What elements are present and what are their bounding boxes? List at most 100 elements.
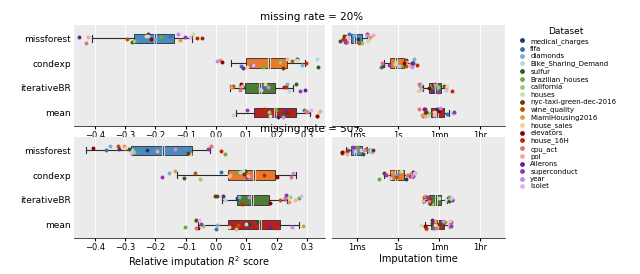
Point — [266, 225, 276, 229]
Point — [337, 150, 348, 154]
Point — [220, 198, 230, 202]
Point — [285, 175, 296, 179]
Point — [387, 170, 397, 174]
Point — [444, 199, 454, 204]
Bar — [429, 195, 441, 205]
Point — [235, 88, 245, 92]
Point — [286, 59, 296, 63]
Point — [401, 63, 411, 68]
Point — [164, 171, 174, 176]
Point — [287, 225, 298, 230]
Point — [283, 195, 293, 199]
Point — [407, 61, 417, 65]
Point — [114, 146, 124, 151]
Point — [301, 61, 311, 65]
Point — [399, 61, 409, 65]
Point — [430, 219, 440, 223]
Point — [430, 83, 440, 87]
Bar — [351, 145, 362, 155]
Point — [220, 152, 230, 156]
Point — [339, 33, 349, 38]
Point — [278, 65, 288, 70]
Point — [440, 197, 451, 202]
Bar — [431, 220, 444, 229]
Legend: medical_charges, fifa, diamonds, Bike_Sharing_Demand, sulfur, Brazilian_houses, : medical_charges, fifa, diamonds, Bike_Sh… — [512, 25, 619, 192]
Point — [367, 150, 377, 154]
Point — [236, 169, 246, 174]
Point — [442, 83, 452, 88]
Point — [164, 33, 175, 38]
Point — [401, 60, 412, 65]
Point — [358, 152, 369, 156]
Point — [421, 110, 431, 114]
Point — [120, 146, 130, 150]
Point — [183, 151, 193, 155]
Point — [232, 196, 242, 200]
Point — [218, 194, 228, 198]
Point — [338, 150, 348, 154]
Point — [392, 173, 402, 177]
Point — [424, 197, 435, 201]
Point — [301, 109, 311, 113]
Point — [432, 106, 442, 111]
Point — [305, 107, 316, 112]
Point — [377, 61, 387, 65]
Point — [432, 224, 442, 229]
Point — [282, 110, 292, 115]
Point — [382, 172, 392, 176]
Point — [360, 147, 370, 152]
Point — [447, 89, 458, 93]
Point — [238, 169, 248, 173]
Point — [299, 107, 309, 112]
Point — [369, 148, 379, 152]
Point — [156, 35, 166, 39]
Point — [295, 89, 305, 93]
Point — [180, 35, 190, 39]
X-axis label: Relative imputation $R^2$ score: Relative imputation $R^2$ score — [128, 254, 271, 270]
Point — [376, 65, 386, 69]
Bar — [390, 58, 404, 68]
Point — [424, 111, 435, 116]
Point — [338, 37, 348, 42]
Point — [352, 145, 362, 149]
Point — [284, 195, 294, 199]
Point — [419, 195, 429, 199]
Point — [74, 35, 84, 39]
Point — [279, 85, 289, 89]
Point — [416, 222, 426, 227]
Point — [356, 148, 366, 153]
Point — [416, 87, 426, 92]
Point — [445, 222, 455, 227]
Point — [365, 148, 376, 153]
Point — [190, 219, 200, 223]
Point — [412, 63, 422, 67]
Point — [434, 222, 444, 226]
Point — [446, 224, 456, 228]
Point — [188, 32, 198, 36]
Point — [421, 227, 431, 231]
Point — [446, 197, 456, 201]
Point — [342, 149, 353, 153]
Bar — [390, 170, 404, 180]
Point — [364, 149, 374, 153]
Point — [342, 40, 352, 45]
Point — [408, 171, 419, 175]
Point — [438, 219, 448, 223]
Point — [448, 197, 458, 201]
Point — [440, 219, 450, 224]
Point — [359, 148, 369, 152]
Point — [281, 84, 291, 89]
Point — [197, 36, 207, 40]
Point — [424, 199, 434, 203]
Point — [242, 108, 252, 112]
Point — [296, 194, 307, 199]
Point — [427, 89, 437, 93]
Point — [227, 84, 237, 89]
Point — [179, 176, 189, 180]
Point — [100, 148, 111, 152]
Bar — [429, 83, 441, 93]
Text: missing rate = 50%: missing rate = 50% — [260, 124, 363, 135]
Point — [289, 198, 300, 202]
Point — [237, 84, 247, 89]
Point — [143, 34, 153, 38]
